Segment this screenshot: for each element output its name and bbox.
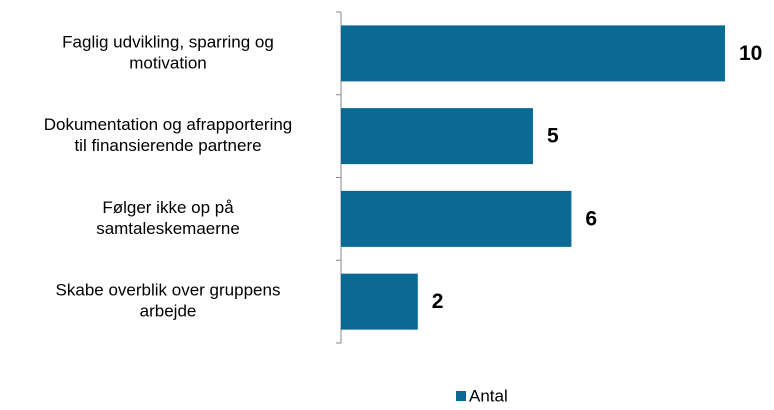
category-label: Faglig udvikling, sparring og	[62, 32, 274, 51]
value-label: 2	[432, 290, 444, 313]
category-label: motivation	[129, 53, 206, 72]
value-label: 10	[739, 42, 762, 65]
category-label: samtaleskemaerne	[96, 219, 240, 238]
category-label: Dokumentation og afrapportering	[44, 115, 293, 134]
bar	[341, 25, 725, 82]
legend-label: Antal	[469, 386, 508, 405]
legend-swatch	[456, 391, 466, 401]
bar	[341, 273, 418, 330]
category-label: til finansierende partnere	[74, 136, 261, 155]
value-label: 6	[585, 207, 597, 230]
bar	[341, 190, 572, 247]
bar	[341, 108, 533, 165]
category-label: Følger ikke op på	[102, 198, 234, 217]
category-label: arbejde	[140, 302, 197, 321]
value-label: 5	[547, 125, 559, 148]
category-label: Skabe overblik over gruppens	[56, 281, 281, 300]
